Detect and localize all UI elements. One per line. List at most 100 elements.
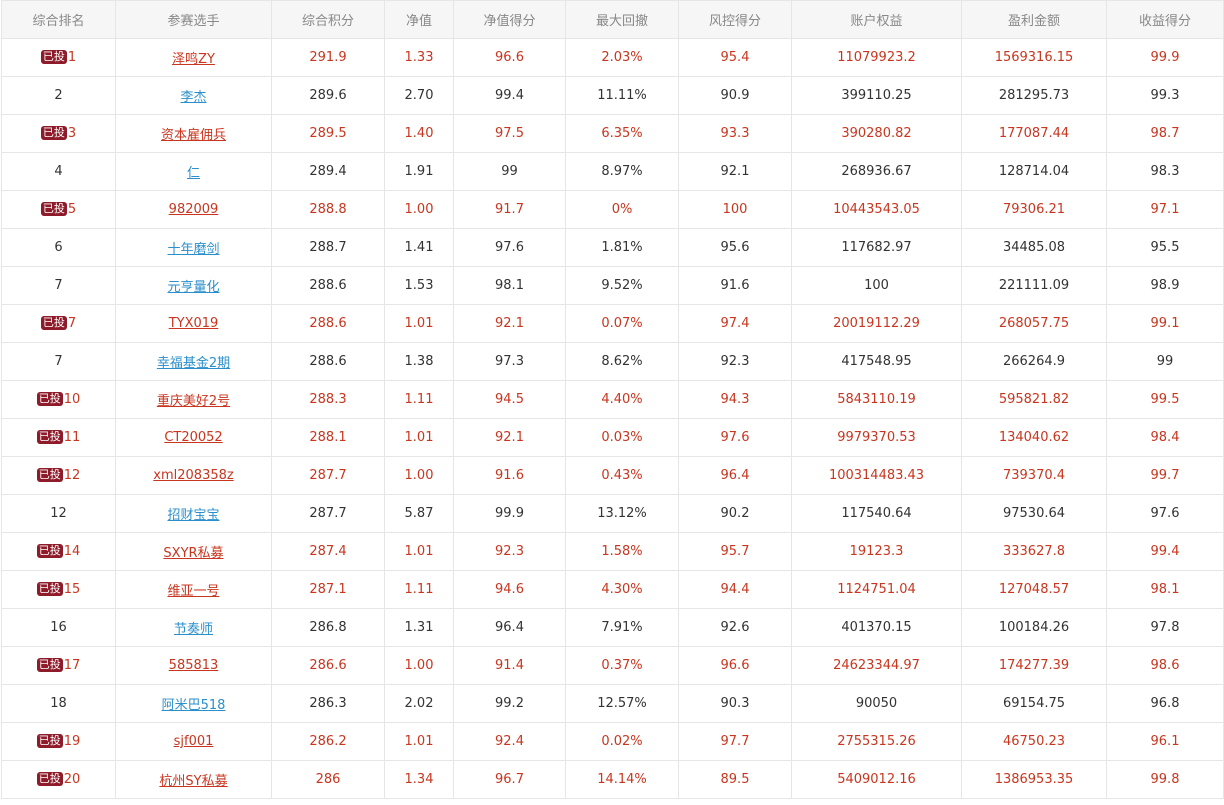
- nav-cell: 2.70: [384, 76, 454, 115]
- rank-value: 3: [67, 126, 77, 141]
- player-cell: 十年磨剑: [115, 228, 272, 267]
- total-score-cell: 286.2: [271, 722, 385, 761]
- rank-value: 12: [50, 506, 67, 521]
- player-name-link[interactable]: 585813: [168, 658, 219, 673]
- player-name-link[interactable]: TYX019: [168, 316, 219, 331]
- player-cell: 982009: [115, 190, 272, 229]
- profit-cell: 1569316.15: [961, 38, 1107, 77]
- total-score-cell: 288.7: [271, 228, 385, 267]
- player-name-link[interactable]: 982009: [168, 202, 219, 217]
- table-row: 已投 19 sjf001 286.2 1.01 92.4 0.02% 97.7 2755315.…: [1, 722, 1224, 761]
- max-drawdown-cell: 0.37%: [565, 646, 679, 685]
- player-cell: 资本雇佣兵: [115, 114, 272, 153]
- player-name-link[interactable]: xml208358z: [153, 468, 234, 483]
- total-score-cell: 288.1: [271, 418, 385, 457]
- player-name-link[interactable]: 维亚一号: [167, 584, 220, 599]
- player-cell: CT20052: [115, 418, 272, 457]
- account-equity-cell: 2755315.26: [791, 722, 962, 761]
- nav-cell: 1.53: [384, 266, 454, 305]
- player-cell: xml208358z: [115, 456, 272, 495]
- profit-cell: 281295.73: [961, 76, 1107, 115]
- player-name-link[interactable]: 节奏师: [173, 622, 213, 637]
- player-name-link[interactable]: 泽鸣ZY: [172, 52, 215, 67]
- rank-value: 12: [63, 468, 81, 483]
- risk-score-cell: 95.7: [678, 532, 792, 571]
- return-score-cell: 98.3: [1106, 152, 1224, 191]
- player-name-link[interactable]: 李杰: [180, 90, 207, 105]
- nav-cell: 1.01: [384, 722, 454, 761]
- header-return-score[interactable]: 收益得分: [1106, 0, 1224, 39]
- invested-badge: 已投: [36, 734, 63, 748]
- max-drawdown-cell: 1.58%: [565, 532, 679, 571]
- account-equity-cell: 9979370.53: [791, 418, 962, 457]
- total-score-cell: 287.1: [271, 570, 385, 609]
- rank-cell: 4: [1, 152, 116, 191]
- player-name-link[interactable]: 幸福基金2期: [156, 356, 231, 371]
- rank-cell: 7: [1, 342, 116, 381]
- return-score-cell: 98.4: [1106, 418, 1224, 457]
- player-cell: 元亨量化: [115, 266, 272, 305]
- table-row: 已投 14 SXYR私募 287.4 1.01 92.3 1.58% 95.7 19123.3 3…: [1, 532, 1224, 571]
- rank-cell: 已投 19: [1, 722, 116, 761]
- player-name-link[interactable]: 资本雇佣兵: [160, 128, 226, 143]
- return-score-cell: 97.6: [1106, 494, 1224, 533]
- header-profit[interactable]: 盈利金额: [961, 0, 1107, 39]
- account-equity-cell: 10443543.05: [791, 190, 962, 229]
- nav-score-cell: 96.6: [453, 38, 566, 77]
- header-player[interactable]: 参赛选手: [115, 0, 272, 39]
- player-name-link[interactable]: SXYR私募: [163, 546, 224, 561]
- profit-cell: 595821.82: [961, 380, 1107, 419]
- max-drawdown-cell: 0.02%: [565, 722, 679, 761]
- header-account-equity[interactable]: 账户权益: [791, 0, 962, 39]
- nav-score-cell: 99.2: [453, 684, 566, 723]
- player-name-link[interactable]: 十年磨剑: [167, 242, 220, 257]
- table-row: 12 招财宝宝 287.7 5.87 99.9 13.12% 90.2 117540.64 97…: [1, 494, 1224, 533]
- return-score-cell: 96.8: [1106, 684, 1224, 723]
- player-name-link[interactable]: 重庆美好2号: [156, 394, 231, 409]
- player-cell: 泽鸣ZY: [115, 38, 272, 77]
- nav-cell: 1.00: [384, 456, 454, 495]
- rank-value: 14: [63, 544, 81, 559]
- profit-cell: 739370.4: [961, 456, 1107, 495]
- account-equity-cell: 417548.95: [791, 342, 962, 381]
- player-name-link[interactable]: 阿米巴518: [161, 698, 226, 713]
- account-equity-cell: 90050: [791, 684, 962, 723]
- max-drawdown-cell: 4.40%: [565, 380, 679, 419]
- max-drawdown-cell: 4.30%: [565, 570, 679, 609]
- total-score-cell: 289.6: [271, 76, 385, 115]
- player-cell: 杭州SY私募: [115, 760, 272, 799]
- table-header: 综合排名 参赛选手 综合积分 净值 净值得分 最大回撤 风控得分 账户权益 盈利…: [1, 0, 1224, 39]
- nav-cell: 1.34: [384, 760, 454, 799]
- table-row: 已投 12 xml208358z 287.7 1.00 91.6 0.43% 96.4 1003…: [1, 456, 1224, 495]
- table-row: 已投 10 重庆美好2号 288.3 1.11 94.5 4.40% 94.3 5843110.…: [1, 380, 1224, 419]
- player-cell: sjf001: [115, 722, 272, 761]
- rank-value: 5: [67, 202, 77, 217]
- nav-cell: 1.00: [384, 646, 454, 685]
- account-equity-cell: 5843110.19: [791, 380, 962, 419]
- rank-cell: 已投 15: [1, 570, 116, 609]
- rank-value: 15: [63, 582, 81, 597]
- header-risk-score[interactable]: 风控得分: [678, 0, 792, 39]
- header-rank[interactable]: 综合排名: [1, 0, 116, 39]
- player-name-link[interactable]: 仁: [186, 166, 200, 181]
- account-equity-cell: 19123.3: [791, 532, 962, 571]
- player-name-link[interactable]: CT20052: [164, 430, 223, 445]
- nav-cell: 1.41: [384, 228, 454, 267]
- risk-score-cell: 90.9: [678, 76, 792, 115]
- max-drawdown-cell: 8.97%: [565, 152, 679, 191]
- player-name-link[interactable]: 元亨量化: [167, 280, 220, 295]
- header-nav[interactable]: 净值: [384, 0, 454, 39]
- account-equity-cell: 20019112.29: [791, 304, 962, 343]
- header-total-score[interactable]: 综合积分: [271, 0, 385, 39]
- risk-score-cell: 92.6: [678, 608, 792, 647]
- nav-score-cell: 97.5: [453, 114, 566, 153]
- player-name-link[interactable]: 招财宝宝: [167, 508, 220, 523]
- player-name-link[interactable]: sjf001: [173, 734, 214, 749]
- profit-cell: 266264.9: [961, 342, 1107, 381]
- player-name-link[interactable]: 杭州SY私募: [159, 774, 228, 789]
- nav-cell: 1.01: [384, 418, 454, 457]
- profit-cell: 333627.8: [961, 532, 1107, 571]
- header-max-drawdown[interactable]: 最大回撤: [565, 0, 679, 39]
- header-nav-score[interactable]: 净值得分: [453, 0, 566, 39]
- total-score-cell: 286.8: [271, 608, 385, 647]
